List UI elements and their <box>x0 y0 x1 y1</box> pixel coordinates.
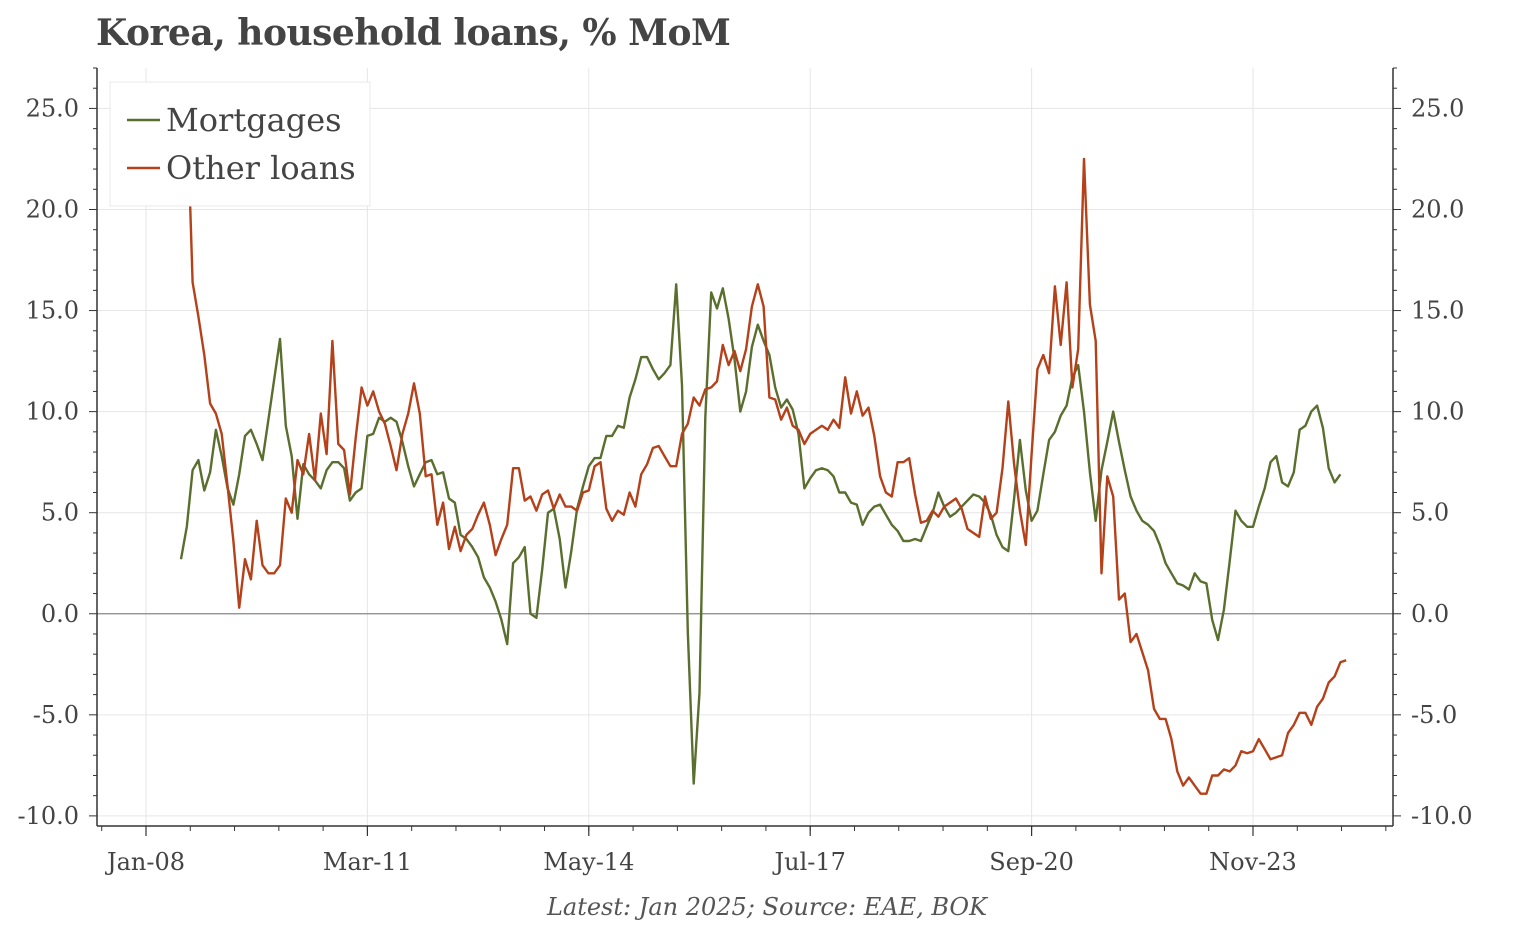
y-tick-label-left: 20.0 <box>26 195 79 223</box>
y-tick-label-right: 0.0 <box>1411 600 1449 628</box>
x-tick-label: Sep-20 <box>989 848 1074 876</box>
series-lines <box>179 98 1347 795</box>
y-tick-label-right: 10.0 <box>1411 398 1464 426</box>
y-tick-label-right: 20.0 <box>1411 195 1464 223</box>
legend-label: Other loans <box>166 149 356 187</box>
y-tick-label-left: 10.0 <box>26 398 79 426</box>
x-tick-label: May-14 <box>543 848 634 876</box>
line-chart: -10.0 -10.0 -5.0 -5.0 0.0 0.0 5.0 5.0 10.0 10.0 15… <box>17 67 1473 876</box>
legend-label: Mortgages <box>166 101 342 139</box>
axes: -10.0 -10.0 -5.0 -5.0 0.0 0.0 5.0 5.0 10.0 10.0 15… <box>17 67 1473 876</box>
x-tick-label: Jul-17 <box>771 848 845 876</box>
y-tick-label-right: 25.0 <box>1411 94 1464 122</box>
x-tick-label: Jan-08 <box>104 848 185 876</box>
series-line-mortgages <box>179 283 1342 785</box>
y-tick-label-right: -5.0 <box>1411 701 1457 729</box>
y-tick-label-left: 15.0 <box>26 297 79 325</box>
y-tick-label-right: 5.0 <box>1411 499 1449 527</box>
x-tick-label: Mar-11 <box>323 848 412 876</box>
series-line-other-loans <box>185 98 1347 795</box>
y-tick-label-left: 0.0 <box>41 600 79 628</box>
y-tick-label-right: 15.0 <box>1411 297 1464 325</box>
y-tick-label-right: -10.0 <box>1411 802 1473 830</box>
y-tick-label-left: 25.0 <box>26 94 79 122</box>
legend: Mortgages Other loans <box>109 81 371 207</box>
y-tick-label-left: 5.0 <box>41 499 79 527</box>
source-caption: Latest: Jan 2025; Source: EAE, BOK <box>546 893 988 921</box>
x-tick-label: Nov-23 <box>1209 848 1297 876</box>
legend-box <box>109 81 371 207</box>
chart-title: Korea, household loans, % MoM <box>96 12 731 54</box>
y-tick-label-left: -10.0 <box>17 802 79 830</box>
y-tick-label-left: -5.0 <box>33 701 79 729</box>
